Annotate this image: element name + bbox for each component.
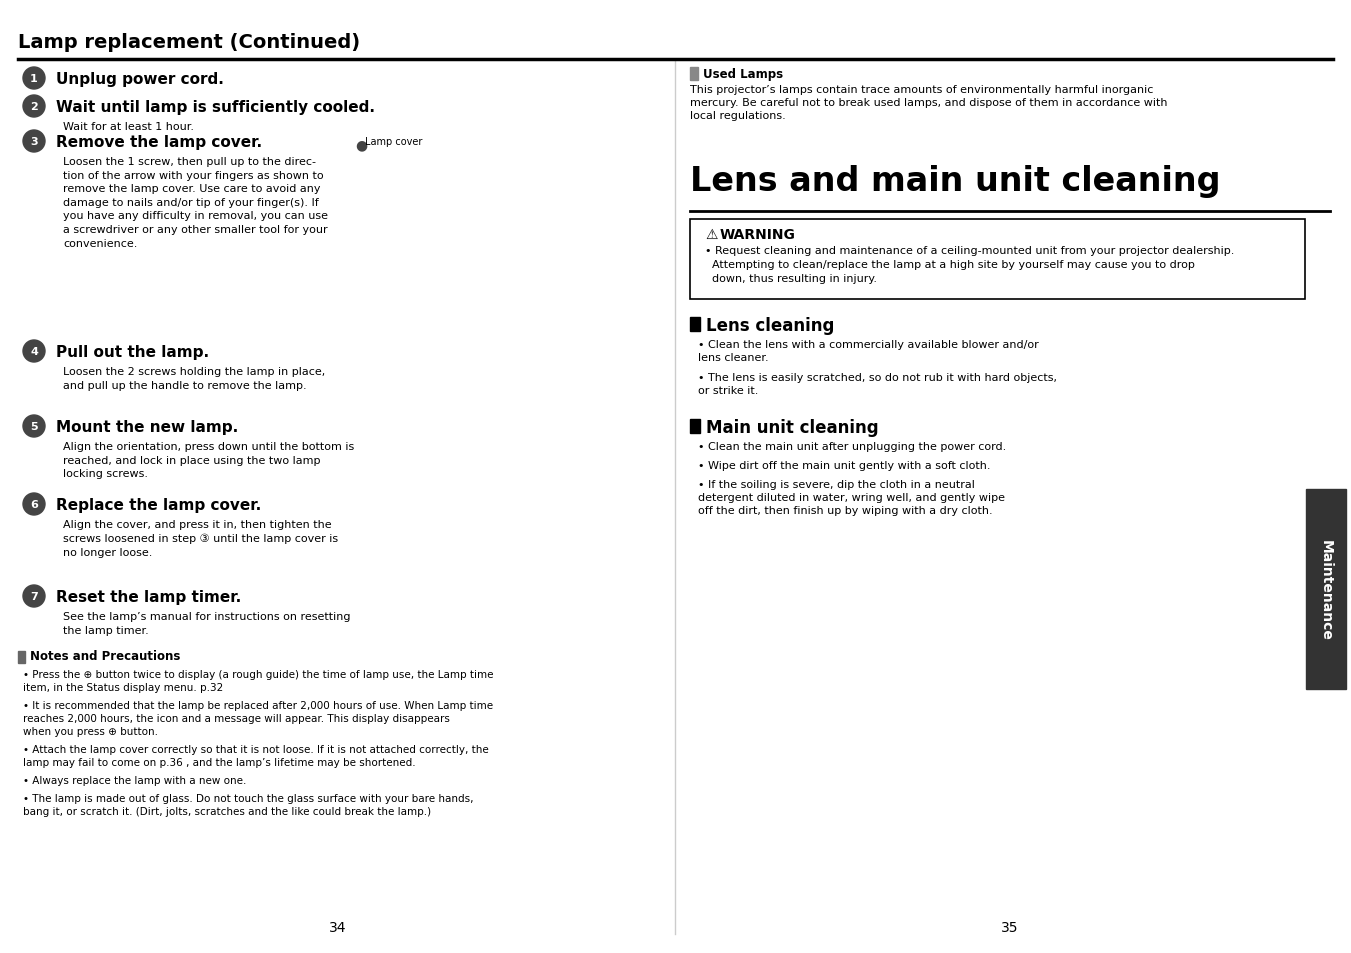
Text: • Clean the lens with a commercially available blower and/or
lens cleaner.: • Clean the lens with a commercially ava… — [698, 339, 1039, 363]
Text: Align the orientation, press down until the bottom is
reached, and lock in place: Align the orientation, press down until … — [63, 441, 354, 478]
Text: See the lamp’s manual for instructions on resetting
the lamp timer.: See the lamp’s manual for instructions o… — [63, 612, 350, 635]
Text: 6: 6 — [30, 499, 38, 510]
Bar — [1306, 490, 1346, 689]
Text: 4: 4 — [30, 347, 38, 356]
Circle shape — [23, 585, 45, 607]
Circle shape — [23, 68, 45, 90]
Bar — [690, 68, 698, 81]
Text: 7: 7 — [30, 592, 38, 601]
Text: • If the soiling is severe, dip the cloth in a neutral
detergent diluted in wate: • If the soiling is severe, dip the clot… — [698, 479, 1005, 516]
Text: • The lens is easily scratched, so do not rub it with hard objects,
or strike it: • The lens is easily scratched, so do no… — [698, 373, 1056, 395]
Bar — [690, 419, 700, 434]
Text: • It is recommended that the lamp be replaced after 2,000 hours of use. When Lam: • It is recommended that the lamp be rep… — [23, 700, 493, 737]
Circle shape — [23, 416, 45, 437]
Text: Remove the lamp cover.: Remove the lamp cover. — [55, 135, 262, 150]
Text: Wait for at least 1 hour.: Wait for at least 1 hour. — [63, 122, 195, 132]
Circle shape — [23, 494, 45, 516]
Text: Wait until lamp is sufficiently cooled.: Wait until lamp is sufficiently cooled. — [55, 100, 376, 115]
Text: Lamp replacement (Continued): Lamp replacement (Continued) — [18, 33, 361, 52]
Text: Lamp cover: Lamp cover — [365, 137, 423, 147]
Text: Main unit cleaning: Main unit cleaning — [707, 418, 878, 436]
Bar — [690, 317, 700, 332]
Text: 34: 34 — [330, 920, 347, 934]
Text: 3: 3 — [30, 137, 38, 147]
Text: 35: 35 — [1001, 920, 1019, 934]
Text: • Press the ⊕ button twice to display (a rough guide) the time of lamp use, the : • Press the ⊕ button twice to display (a… — [23, 669, 493, 693]
Text: Align the cover, and press it in, then tighten the
screws loosened in step ③ unt: Align the cover, and press it in, then t… — [63, 519, 338, 558]
Text: Used Lamps: Used Lamps — [703, 68, 784, 81]
Text: ●: ● — [355, 138, 367, 152]
Text: • Clean the main unit after unplugging the power cord.: • Clean the main unit after unplugging t… — [698, 441, 1006, 452]
Text: • Request cleaning and maintenance of a ceiling-mounted unit from your projector: • Request cleaning and maintenance of a … — [698, 246, 1235, 284]
Text: Notes and Precautions: Notes and Precautions — [30, 649, 181, 662]
Text: ⚠: ⚠ — [705, 228, 717, 242]
Text: 1: 1 — [30, 74, 38, 84]
Circle shape — [23, 131, 45, 152]
Text: • Wipe dirt off the main unit gently with a soft cloth.: • Wipe dirt off the main unit gently wit… — [698, 460, 990, 471]
Text: Loosen the 1 screw, then pull up to the direc-
tion of the arrow with your finge: Loosen the 1 screw, then pull up to the … — [63, 157, 328, 249]
Text: Unplug power cord.: Unplug power cord. — [55, 71, 224, 87]
Circle shape — [23, 340, 45, 363]
Text: • Attach the lamp cover correctly so that it is not loose. If it is not attached: • Attach the lamp cover correctly so tha… — [23, 744, 489, 767]
Bar — [18, 651, 26, 663]
Text: Mount the new lamp.: Mount the new lamp. — [55, 419, 238, 435]
Text: 2: 2 — [30, 102, 38, 112]
Text: WARNING: WARNING — [720, 228, 796, 242]
Text: Loosen the 2 screws holding the lamp in place,
and pull up the handle to remove : Loosen the 2 screws holding the lamp in … — [63, 367, 326, 390]
Text: Maintenance: Maintenance — [1319, 539, 1333, 639]
Bar — [690, 220, 1305, 299]
Text: This projector’s lamps contain trace amounts of environmentally harmful inorgani: This projector’s lamps contain trace amo… — [690, 85, 1167, 121]
Text: Pull out the lamp.: Pull out the lamp. — [55, 345, 209, 359]
Text: Reset the lamp timer.: Reset the lamp timer. — [55, 589, 242, 604]
Text: Lens and main unit cleaning: Lens and main unit cleaning — [690, 165, 1220, 198]
Text: 5: 5 — [30, 421, 38, 432]
Text: • The lamp is made out of glass. Do not touch the glass surface with your bare h: • The lamp is made out of glass. Do not … — [23, 793, 473, 817]
Text: Lens cleaning: Lens cleaning — [707, 316, 835, 335]
Text: • Always replace the lamp with a new one.: • Always replace the lamp with a new one… — [23, 775, 246, 785]
Text: Replace the lamp cover.: Replace the lamp cover. — [55, 497, 261, 513]
Circle shape — [23, 96, 45, 118]
